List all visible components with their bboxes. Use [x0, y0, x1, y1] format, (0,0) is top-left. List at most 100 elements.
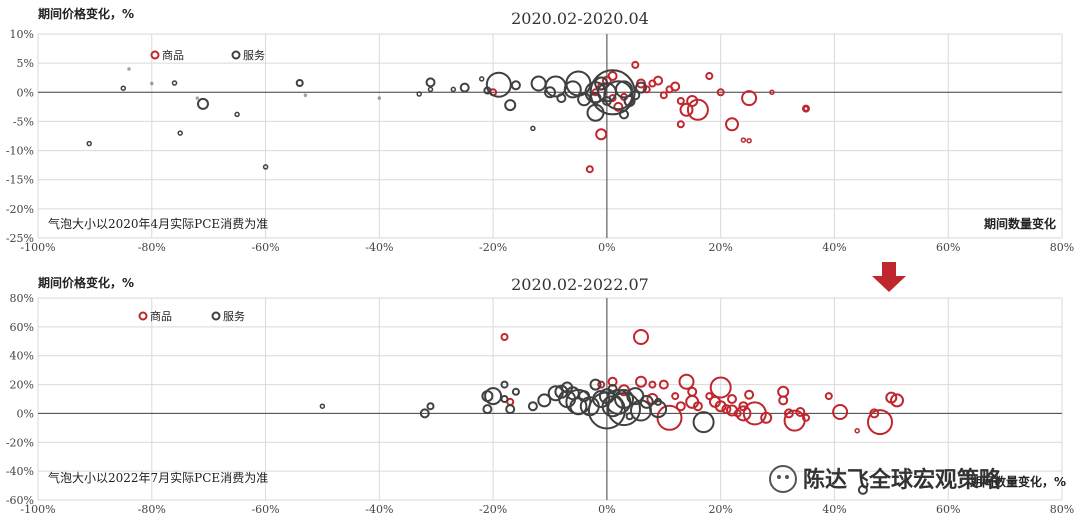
arrow-down-icon	[872, 262, 906, 292]
bubble-point	[565, 388, 592, 415]
bubble-point	[530, 75, 547, 92]
x-tick-label: 60%	[936, 503, 960, 516]
x-tick-label: -60%	[251, 241, 279, 254]
bubble-point	[741, 90, 758, 107]
bubble-point	[485, 71, 512, 98]
bubble-point	[601, 395, 624, 418]
bubble-point	[120, 85, 127, 91]
bubble-point	[725, 117, 739, 132]
wechat-icon	[769, 465, 797, 493]
watermark-text: 陈达飞全球宏观策略	[803, 467, 1002, 493]
bubble-point	[692, 401, 703, 412]
bubble-point	[890, 393, 904, 408]
bubble-point	[746, 137, 752, 144]
bubble-point	[679, 102, 694, 117]
bubble-point	[481, 390, 494, 403]
bubble-point	[530, 125, 536, 132]
legend-marker	[138, 311, 148, 321]
bubble-point	[426, 402, 435, 411]
y-axis-label: 期间价格变化，%	[38, 6, 134, 21]
y-tick-label: -15%	[6, 174, 34, 187]
bubble-point	[197, 97, 209, 110]
y-tick-label: -20%	[6, 436, 34, 449]
bubble-point	[607, 392, 641, 427]
bubble-point	[721, 404, 732, 415]
y-tick-label: -40%	[6, 465, 34, 478]
bubble-point	[613, 101, 624, 112]
y-tick-label: 0%	[17, 407, 34, 420]
bubble-point	[587, 391, 626, 430]
bubble-point	[425, 77, 436, 88]
bubble-point	[659, 91, 668, 100]
bubble-point	[585, 165, 594, 174]
bubble-point	[450, 86, 457, 93]
x-tick-label: 40%	[822, 241, 846, 254]
legend-marker	[231, 50, 241, 60]
bubble-point	[615, 80, 633, 99]
bubble-point	[556, 93, 567, 104]
bubble-point	[177, 130, 183, 136]
x-tick-label: 40%	[822, 503, 846, 516]
bubble-size-note: 气泡大小以2020年4月实际PCE消费为准	[48, 216, 268, 231]
bubble-point	[658, 379, 669, 390]
bubble-point	[832, 404, 849, 420]
bubble-point	[648, 380, 657, 389]
legend-marker	[211, 311, 221, 321]
bubble-point	[527, 401, 538, 412]
bubble-point	[769, 89, 775, 96]
y-tick-label: -5%	[13, 115, 34, 128]
bubble-point	[676, 97, 685, 105]
y-axis-label: 期间价格变化，%	[38, 275, 134, 290]
bubble-point	[857, 484, 868, 495]
bubble-point	[459, 82, 470, 93]
bubble-point	[505, 404, 516, 415]
bubble-point	[631, 60, 640, 69]
bubble-point	[727, 394, 737, 404]
y-tick-label: 10%	[10, 28, 34, 41]
bubble-point	[597, 380, 606, 389]
y-tick-label: 0%	[17, 86, 34, 99]
chart-title: 2020.02-2022.07	[511, 275, 649, 294]
bubble-point	[563, 80, 582, 99]
x-tick-label: -60%	[251, 503, 279, 516]
bubble-point	[295, 79, 304, 87]
x-tick-label: 0%	[598, 503, 615, 516]
x-tick-label: 80%	[1050, 503, 1074, 516]
y-tick-label: -60%	[6, 494, 34, 507]
bubble-point	[656, 404, 683, 431]
wechat-icon-eye	[777, 475, 781, 479]
y-tick-label: -20%	[6, 203, 34, 216]
x-axis-label: 期间数量变化	[984, 216, 1056, 231]
bubble-point	[678, 373, 695, 390]
bubble-point	[653, 75, 664, 86]
bubble-point	[687, 386, 698, 397]
bubble-point	[654, 397, 663, 406]
bubble-point	[482, 404, 493, 415]
bubble-point	[686, 95, 699, 107]
bubble-point	[714, 400, 727, 413]
bubble-point	[478, 76, 485, 82]
bubble-point	[705, 392, 714, 401]
bubble-point	[635, 375, 647, 388]
bubble-point	[778, 395, 789, 406]
bubble-point	[675, 401, 686, 412]
bubble-point	[589, 69, 636, 116]
bubble-point	[869, 408, 880, 419]
x-tick-label: -20%	[479, 503, 507, 516]
bubble-point	[537, 393, 552, 408]
bubble-point	[671, 392, 680, 401]
y-tick-label: 20%	[10, 379, 34, 392]
wechat-icon-eye	[785, 475, 789, 479]
legend-label: 商品	[162, 48, 184, 62]
bubble-point	[589, 378, 602, 391]
chart-title: 2020.02-2020.04	[511, 9, 649, 28]
bubble-point	[854, 427, 860, 434]
bubble-point	[595, 128, 608, 141]
bubble-point	[614, 389, 634, 409]
bubble-point	[635, 81, 647, 94]
bubble-point	[716, 88, 725, 97]
y-tick-label: -10%	[6, 145, 34, 158]
bubble-point	[127, 67, 131, 71]
bubble-point	[740, 137, 747, 143]
